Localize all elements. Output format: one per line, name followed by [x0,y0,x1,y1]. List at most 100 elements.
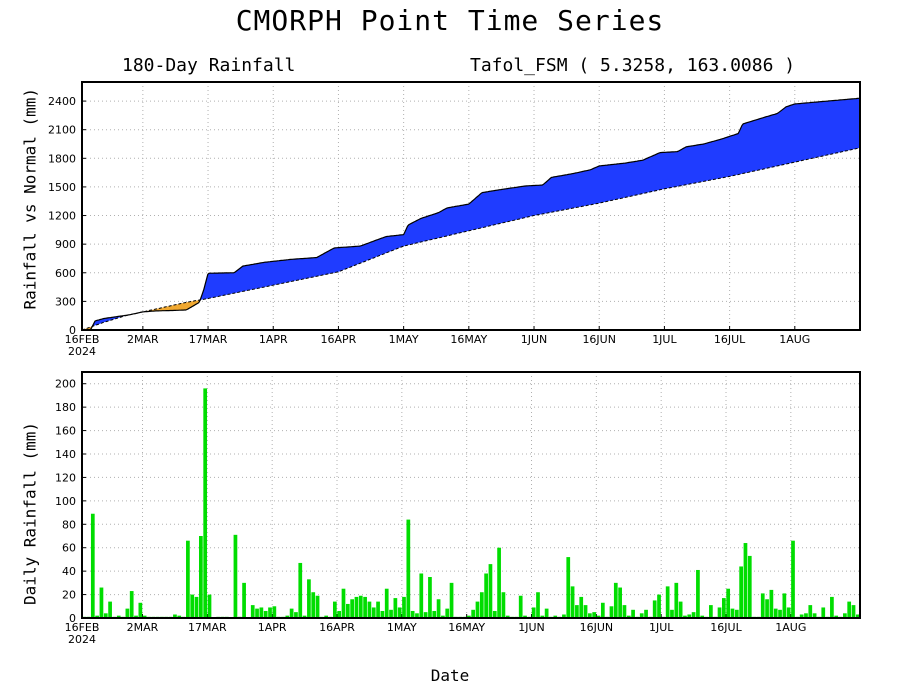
daily-rainfall-bar [540,615,545,618]
daily-rainfall-bar [315,595,320,618]
daily-rainfall-bar [380,610,385,618]
daily-rainfall-bar [726,588,731,618]
daily-rainfall-bar [592,612,597,618]
daily-rainfall-bar [436,599,441,618]
bottom-plot-frame [81,371,861,619]
daily-rainfall-bar [843,613,847,618]
y-tick-label: 140 [55,448,76,461]
daily-rainfall-bar [579,596,584,618]
daily-rainfall-bar [466,615,471,618]
daily-rainfall-bar [678,601,683,618]
daily-rainfall-bar [129,591,134,618]
daily-rainfall-bar [233,534,238,618]
x-tick-label: 16MAY [450,333,487,346]
daily-rainfall-bar [536,592,540,618]
x-tick-label: 1JUL [652,333,677,346]
daily-rainfall-bar [199,536,203,618]
daily-rainfall-bar [765,599,769,618]
daily-rainfall-bar [730,608,735,618]
daily-rainfall-bar [583,605,588,618]
daily-rainfall-bar [492,610,497,618]
daily-rainfall-bar [687,614,692,618]
daily-rainfall-bar [190,594,195,618]
daily-rainfall-bar [125,608,130,618]
y-tick-label: 2100 [48,124,76,137]
daily-rainfall-bar [505,615,510,618]
daily-rainfall-bar [631,609,635,618]
x-tick-label: 1AUG [775,621,806,634]
daily-rainfall-bar [613,582,618,618]
daily-rainfall-bar [354,596,359,618]
y-tick-label: 80 [62,518,76,531]
x-tick-sublabel: 2024 [68,345,96,358]
daily-rainfall-bar [847,601,852,618]
daily-rainfall-bar [626,615,631,618]
daily-rainfall-bar [665,586,670,618]
daily-rainfall-bar [332,601,337,618]
top-plot-frame [81,81,861,331]
y-tick-label: 180 [55,401,76,414]
daily-rainfall-bar [782,593,787,618]
y-tick-label: 900 [55,238,76,251]
daily-rainfall-bar [553,615,558,618]
daily-rainfall-bar [337,610,342,618]
daily-rainfall-bar [799,614,804,618]
daily-rainfall-bar [406,519,411,618]
y-tick-label: 0 [69,612,76,625]
daily-rainfall-bar [734,609,739,618]
normal-rainfall-line [81,147,861,331]
x-tick-label: 16MAY [448,621,485,634]
daily-rainfall-bar [103,613,108,618]
daily-rainfall-bar [488,564,493,618]
y-tick-label: 20 [62,589,76,602]
daily-rainfall-bar [778,609,782,618]
daily-rainfall-bar [721,598,726,618]
daily-rainfall-bar [307,579,311,618]
daily-rainfall-bar [596,615,601,618]
daily-rainfall-bar [415,613,419,618]
daily-rainfall-bar [428,577,432,618]
daily-rainfall-bar [700,615,705,618]
daily-rainfall-bar [311,592,316,618]
daily-rainfall-bar [531,607,536,618]
daily-rainfall-bar [696,569,700,618]
x-tick-label: 2MAR [127,621,159,634]
daily-rainfall-bar [566,557,571,618]
daily-rainfall-bar [479,592,484,618]
daily-rainfall-bar [562,614,566,618]
daily-rainfall-bar [397,607,402,618]
x-tick-label: 16JUN [580,621,614,634]
daily-rainfall-bar [497,547,501,618]
y-tick-label: 160 [55,425,76,438]
y-tick-label: 0 [69,324,76,337]
daily-rainfall-bar [203,388,208,618]
daily-rainfall-bar [804,613,808,618]
subtitle-left: 180-Day Rainfall [122,55,296,76]
daily-rainfall-bar [808,605,813,618]
x-tick-label: 1JUL [649,621,674,634]
daily-rainfall-bar [341,588,346,618]
daily-rainfall-bar [475,601,480,618]
daily-rainfall-bar [345,603,350,618]
x-tick-label: 16APR [319,621,355,634]
daily-rainfall-bar [760,593,765,618]
x-tick-label: 1JUN [518,621,545,634]
daily-rainfall-bar [90,513,95,618]
y-tick-label: 1500 [48,181,76,194]
x-tick-label: 16FEB [65,621,100,634]
daily-rainfall-bar [134,615,138,618]
daily-rainfall-bar [821,607,826,618]
daily-rainfall-bar [441,615,445,618]
daily-rainfall-bar [402,596,406,618]
y-tick-label: 2400 [48,95,76,108]
daily-rainfall-bar [449,582,454,618]
daily-rainfall-bar [138,602,143,618]
daily-rainfall-bar [786,607,791,618]
daily-rainfall-bar [263,610,268,618]
y-tick-label: 600 [55,267,76,280]
daily-rainfall-bar [419,573,424,618]
daily-rainfall-bar [791,540,795,618]
daily-rainfall-bar [471,609,476,618]
daily-rainfall-bar [177,615,182,618]
